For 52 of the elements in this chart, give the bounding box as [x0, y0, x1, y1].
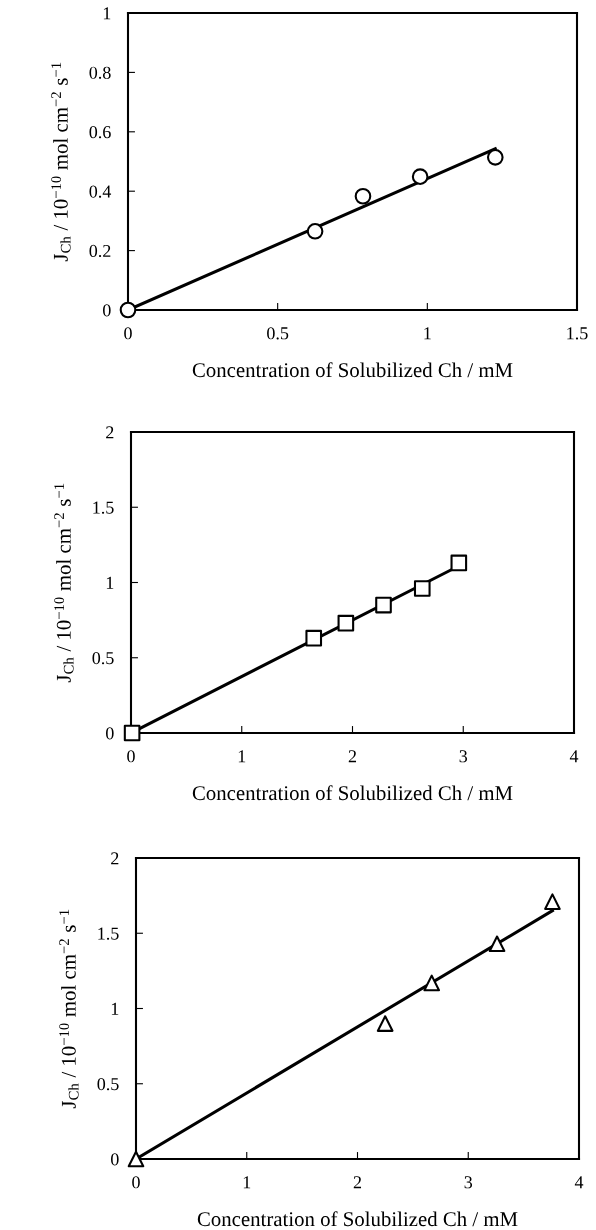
x-tick-label: 1	[238, 750, 246, 763]
y-tick-label: 0	[105, 727, 114, 740]
point	[354, 187, 372, 205]
x-axis-title: Concentration of Solubilized Ch / mM	[197, 1211, 518, 1227]
point	[486, 149, 504, 166]
point	[127, 1150, 145, 1168]
x-tick-label: 1.5	[567, 327, 588, 340]
x-tick-label: 4	[574, 1176, 584, 1189]
y-tick-label: 1.5	[93, 501, 114, 514]
x-axis-title: Concentration of Solubilized Ch / mM	[192, 362, 513, 378]
x-tick-label: 3	[464, 1176, 473, 1189]
point	[337, 614, 355, 632]
point	[305, 629, 323, 647]
point	[376, 1015, 394, 1032]
y-tick-label: 1	[111, 1002, 119, 1015]
point	[488, 935, 506, 953]
y-tick-label: 0.8	[89, 66, 111, 79]
point	[123, 724, 141, 742]
y-tick-label: 2	[111, 852, 119, 865]
y-tick-label: 0	[110, 1153, 119, 1166]
x-tick-label: 1	[424, 327, 431, 340]
point	[450, 554, 468, 572]
point	[413, 580, 431, 597]
y-tick-label: 0.5	[92, 652, 114, 665]
x-tick-label: 0.5	[267, 327, 289, 340]
y-axis-title: J$_{Ch}$ / 10$^{−10}$ mol cm$^{−2}$ s$^{−1}$	[59, 909, 79, 1109]
y-tick-label: 0.4	[89, 185, 112, 198]
y-axis-title: J$_{Ch}$ / 10$^{−10}$ mol cm$^{−2}$ s$^{−1}$	[54, 483, 74, 683]
x-axis-title: Concentration of Solubilized Ch / mM	[192, 785, 513, 801]
x-tick-label: 1	[243, 1176, 251, 1189]
y-tick-label: 0.2	[89, 244, 111, 258]
x-tick-label: 4	[569, 750, 579, 763]
x-tick-label: 0	[124, 327, 132, 340]
point	[411, 168, 429, 185]
point	[544, 893, 561, 910]
point	[306, 222, 324, 240]
y-tick-label: 0.5	[97, 1078, 119, 1091]
point	[119, 301, 137, 319]
y-tick-label: 0.6	[89, 126, 111, 139]
y-tick-label: 0	[102, 304, 111, 317]
y-tick-label: 1	[103, 7, 111, 20]
y-axis-title: J$_{Ch}$ / 10$^{−10}$ mol cm$^{−2}$ s$^{−1}$	[51, 62, 71, 262]
point	[375, 596, 392, 614]
x-tick-label: 2	[353, 1176, 362, 1189]
x-tick-label: 0	[127, 750, 135, 763]
x-tick-label: 2	[348, 750, 357, 763]
y-tick-label: 1.5	[98, 927, 119, 940]
point	[423, 974, 441, 992]
y-tick-label: 1	[106, 576, 114, 589]
y-tick-label: 2	[106, 426, 114, 439]
x-tick-label: 3	[459, 750, 468, 763]
x-tick-label: 0	[132, 1176, 140, 1189]
